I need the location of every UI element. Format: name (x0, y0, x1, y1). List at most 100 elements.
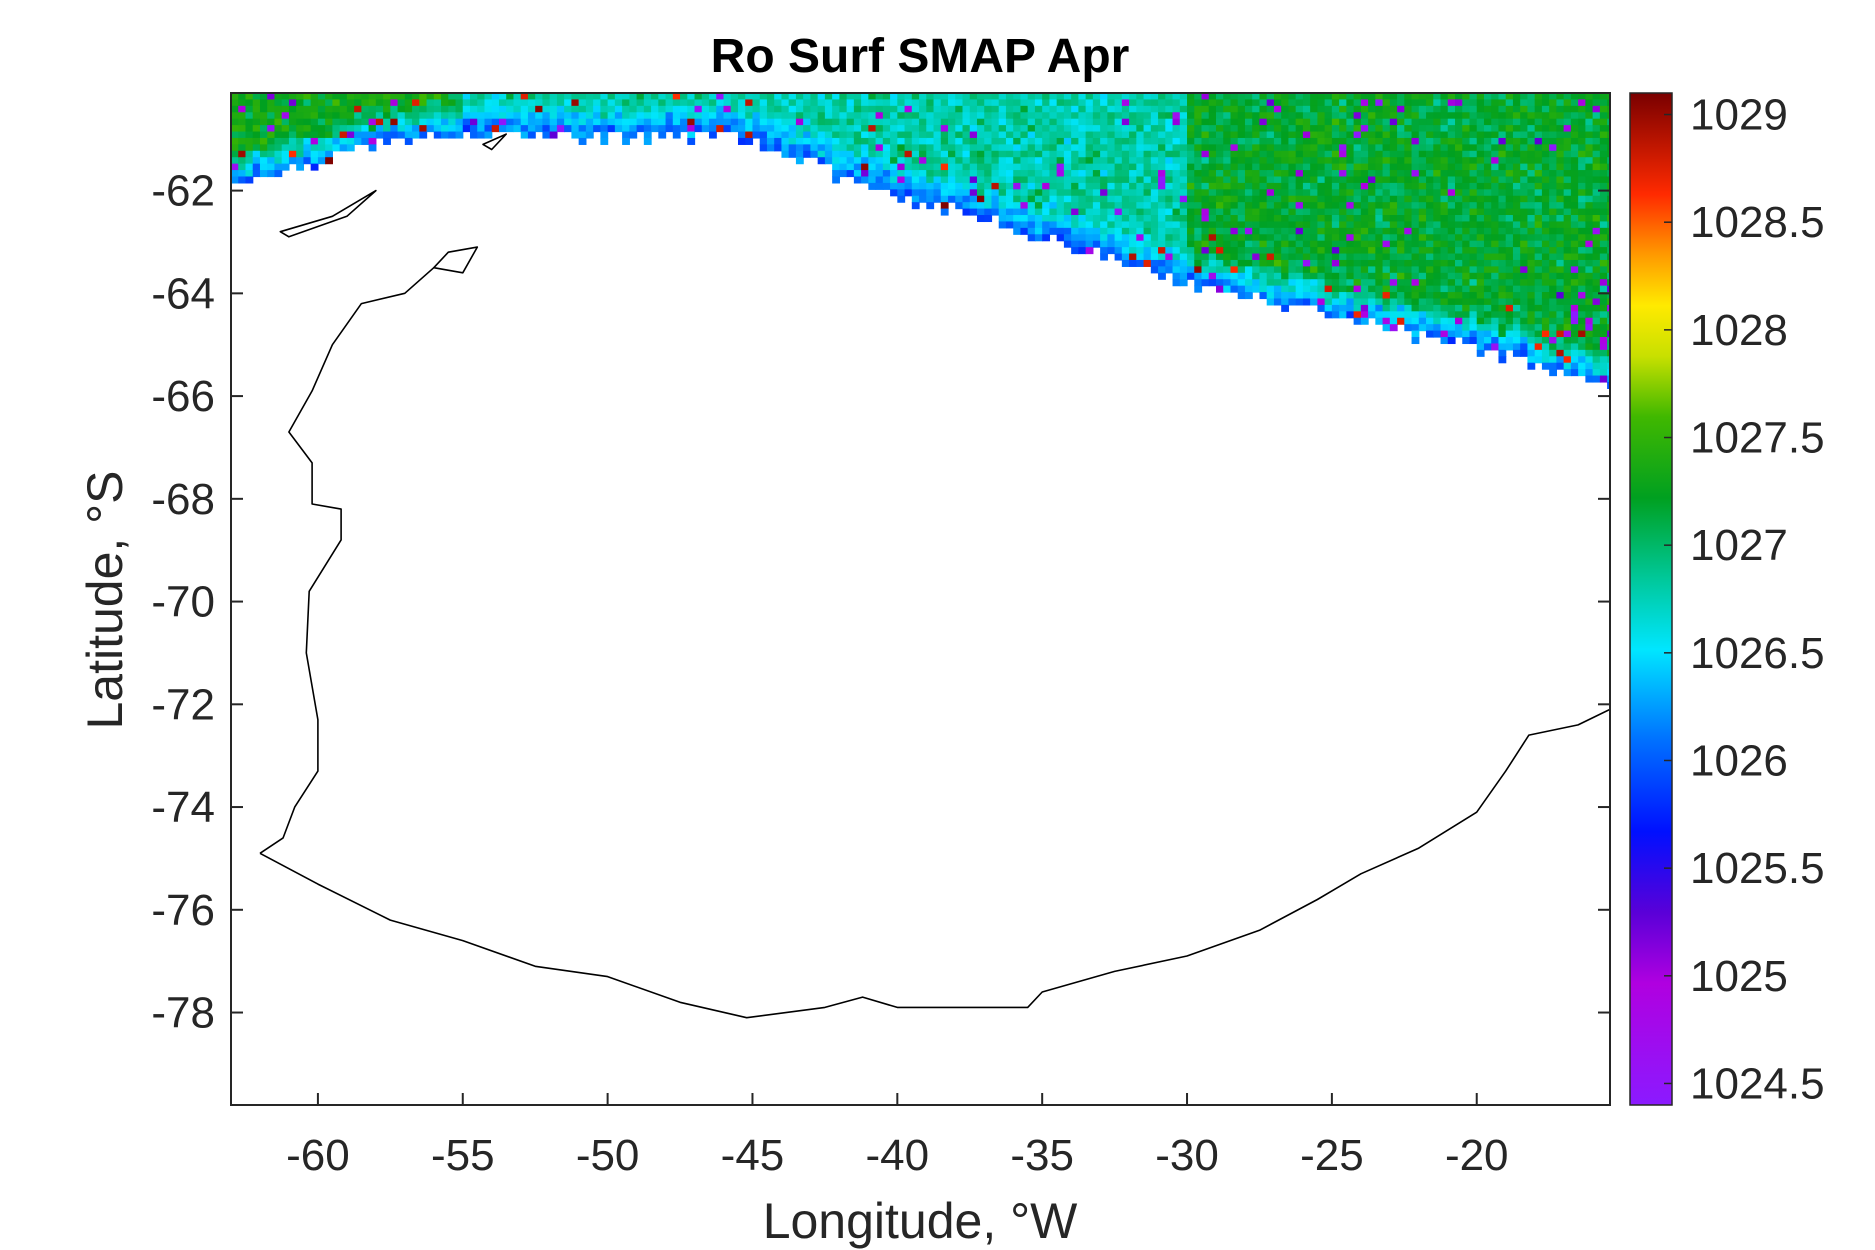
grid-cell (723, 93, 732, 101)
grid-cell (1397, 163, 1405, 171)
grid-cell (846, 125, 855, 133)
grid-cell (1295, 266, 1304, 274)
grid-cell (339, 144, 348, 152)
grid-cell (882, 99, 891, 107)
grid-cell (1208, 105, 1217, 113)
grid-cell (701, 118, 710, 126)
grid-cell (1440, 298, 1449, 306)
grid-cell (1244, 125, 1253, 133)
grid-cell (1512, 131, 1521, 139)
grid-cell (1520, 311, 1529, 319)
grid-cell (1129, 157, 1137, 165)
grid-cell (1288, 285, 1297, 293)
grid-cell (1107, 157, 1116, 165)
grid-cell (1237, 253, 1246, 261)
grid-cell (1599, 112, 1608, 120)
grid-cell (1389, 279, 1398, 287)
grid-cell (1310, 137, 1318, 145)
grid-cell (1585, 176, 1594, 184)
grid-cell (1121, 195, 1130, 203)
grid-cell (1607, 208, 1610, 216)
grid-cell (1092, 131, 1101, 139)
grid-cell (1158, 221, 1166, 229)
grid-cell (1114, 118, 1123, 126)
grid-cell (1491, 208, 1500, 216)
grid-cell (991, 93, 1000, 101)
grid-cell (875, 150, 884, 158)
grid-cell (1179, 182, 1188, 190)
grid-cell (1237, 163, 1246, 171)
grid-cell (1570, 349, 1579, 357)
grid-cell (1331, 240, 1340, 248)
grid-cell (1129, 182, 1137, 190)
grid-cell (1549, 240, 1557, 248)
grid-cell (1158, 247, 1166, 255)
grid-cell (1549, 112, 1557, 120)
grid-cell (948, 99, 956, 107)
grid-cell (1541, 317, 1550, 325)
grid-cell (1534, 125, 1543, 133)
grid-cell (441, 105, 449, 113)
grid-cell (853, 150, 862, 158)
grid-cell (1071, 202, 1079, 210)
grid-cell (259, 137, 268, 145)
grid-cell (433, 131, 442, 139)
grid-cell (1273, 176, 1282, 184)
grid-cell (1339, 227, 1347, 235)
grid-cell (810, 118, 819, 126)
grid-cell (709, 112, 717, 120)
grid-cell (1056, 208, 1065, 216)
grid-cell (1288, 189, 1297, 197)
grid-cell (795, 118, 804, 126)
grid-cell (1491, 170, 1500, 178)
grid-cell (1483, 285, 1492, 293)
grid-cell (1476, 163, 1485, 171)
grid-cell (817, 112, 826, 120)
grid-cell (498, 105, 507, 113)
grid-cell (1346, 253, 1355, 261)
x-tick-label: -60 (286, 1131, 350, 1180)
grid-cell (824, 137, 833, 145)
grid-cell (1607, 176, 1610, 184)
grid-cell (1491, 259, 1500, 267)
grid-cell (1578, 112, 1586, 120)
grid-cell (317, 112, 326, 120)
grid-cell (1049, 202, 1058, 210)
grid-cell (1034, 182, 1043, 190)
grid-cell (1498, 337, 1507, 345)
grid-cell (1085, 240, 1094, 248)
grid-cell (1244, 105, 1253, 113)
grid-cell (1143, 176, 1152, 184)
grid-cell (687, 99, 696, 107)
grid-cell (1187, 247, 1195, 255)
grid-cell (897, 105, 906, 113)
grid-cell (1585, 356, 1594, 364)
grid-cell (470, 112, 478, 120)
island-outline (433, 246, 479, 274)
grid-cell (1498, 266, 1507, 274)
grid-cell (1563, 208, 1572, 216)
grid-cell (1331, 150, 1340, 158)
grid-cell (433, 112, 442, 120)
grid-cell (1404, 227, 1413, 235)
grid-cell (1216, 99, 1224, 107)
grid-cell (1447, 272, 1456, 280)
grid-cell (1368, 215, 1376, 223)
grid-cell (361, 105, 370, 113)
grid-cell (1302, 221, 1311, 229)
grid-cell (1411, 247, 1420, 255)
grid-cell (1129, 176, 1137, 184)
grid-cell (687, 131, 696, 139)
grid-cell (1143, 189, 1152, 197)
grid-cell (882, 150, 891, 158)
grid-cell (1382, 215, 1391, 223)
grid-cell (1259, 227, 1268, 235)
grid-cell (1295, 247, 1304, 255)
grid-cell (332, 105, 341, 113)
grid-cell (1476, 227, 1485, 235)
grid-cell (1491, 189, 1500, 197)
grid-cell (1121, 240, 1130, 248)
grid-cell (1592, 304, 1601, 312)
grid-cell (803, 150, 812, 158)
grid-cell (1114, 215, 1123, 223)
